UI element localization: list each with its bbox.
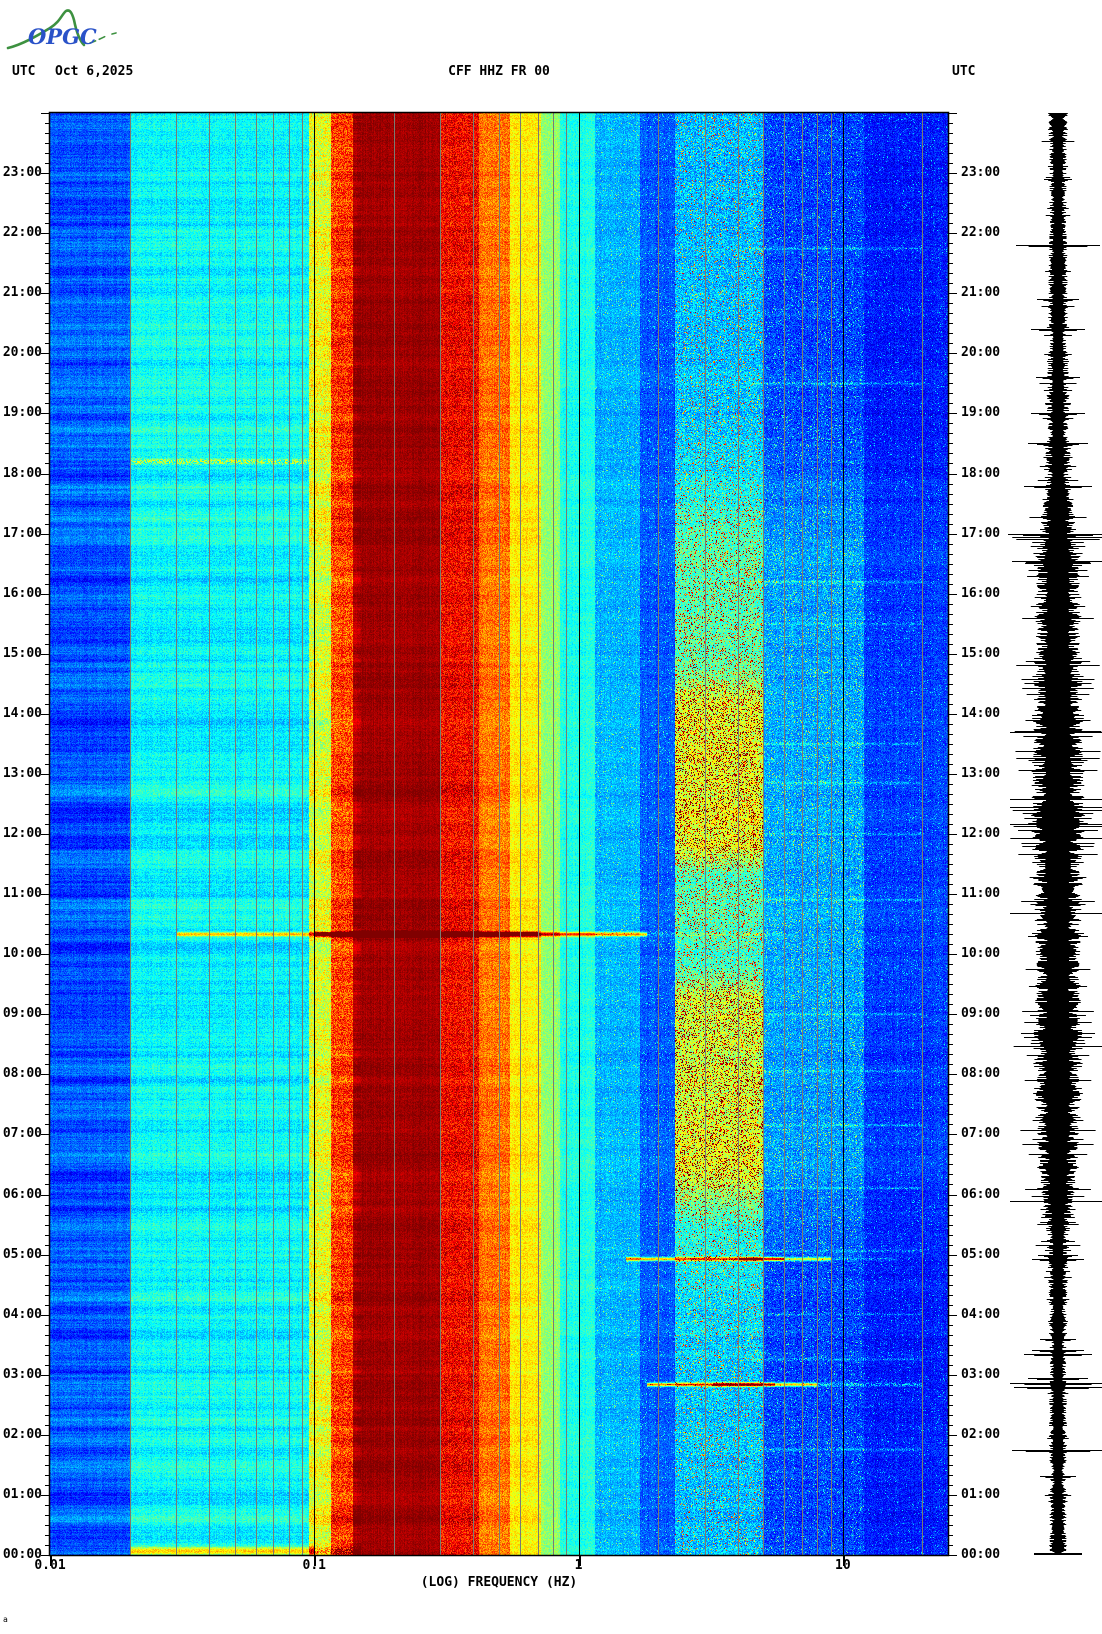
time-label-right-0700: 07:00	[961, 1126, 1001, 1142]
time-label-left-1400: 14:00	[2, 705, 42, 721]
time-label-right-0500: 05:00	[961, 1246, 1001, 1262]
time-label-right-1200: 12:00	[961, 826, 1001, 841]
time-label-left-1200: 12:00	[2, 826, 42, 841]
time-label-right-2000: 20:00	[961, 345, 1001, 361]
time-label-left-0000: 00:00	[2, 1547, 42, 1562]
time-label-left-0300: 03:00	[2, 1366, 42, 1382]
time-label-left-1000: 10:00	[2, 946, 42, 962]
time-label-right-0000: 00:00	[961, 1547, 1001, 1562]
time-label-left-0800: 08:00	[2, 1066, 42, 1082]
time-label-right-1100: 11:00	[961, 886, 1001, 902]
time-label-left-0900: 09:00	[2, 1006, 42, 1022]
time-label-left-0100: 01:00	[2, 1486, 42, 1502]
time-label-right-2100: 21:00	[961, 285, 1001, 301]
time-label-right-0400: 04:00	[961, 1306, 1001, 1322]
time-label-right-1900: 19:00	[961, 405, 1001, 421]
time-label-left-1300: 13:00	[2, 765, 42, 781]
time-label-right-0900: 09:00	[961, 1006, 1001, 1022]
time-label-left-0600: 06:00	[2, 1186, 42, 1202]
time-label-right-1800: 18:00	[961, 465, 1001, 481]
time-label-right-1300: 13:00	[961, 765, 1001, 781]
freq-tick-label-0.01: 0.01	[34, 1558, 66, 1573]
time-label-right-1000: 10:00	[961, 946, 1001, 962]
time-label-left-2000: 20:00	[2, 345, 42, 361]
time-label-left-0700: 07:00	[2, 1126, 42, 1142]
time-label-left-1100: 11:00	[2, 886, 42, 902]
time-label-left-1900: 19:00	[2, 405, 42, 421]
time-label-left-0400: 04:00	[2, 1306, 42, 1322]
time-label-left-2300: 23:00	[2, 165, 42, 181]
time-label-right-1500: 15:00	[961, 645, 1001, 661]
time-label-left-1800: 18:00	[2, 465, 42, 481]
time-label-right-1600: 16:00	[961, 585, 1001, 601]
time-label-left-2100: 21:00	[2, 285, 42, 301]
time-label-left-1700: 17:00	[2, 525, 42, 541]
time-label-right-0300: 03:00	[961, 1366, 1001, 1382]
freq-tick-label-1: 1	[574, 1558, 583, 1573]
time-label-right-1700: 17:00	[961, 525, 1001, 541]
time-label-right-1400: 14:00	[961, 705, 1001, 721]
time-label-right-0200: 02:00	[961, 1426, 1001, 1442]
time-label-right-0600: 06:00	[961, 1186, 1001, 1202]
time-label-left-0200: 02:00	[2, 1426, 42, 1442]
corner-mark: a	[3, 1615, 8, 1624]
time-label-left-1500: 15:00	[2, 645, 42, 661]
time-label-left-2200: 22:00	[2, 225, 42, 241]
time-label-right-2300: 23:00	[961, 165, 1001, 181]
x-axis-title: (LOG) FREQUENCY (HZ)	[420, 1575, 578, 1590]
freq-tick-label-10: 10	[835, 1558, 851, 1573]
freq-tick-label-0.1: 0.1	[302, 1558, 326, 1573]
time-label-right-2200: 22:00	[961, 225, 1001, 241]
time-label-right-0100: 01:00	[961, 1486, 1001, 1502]
time-label-right-0800: 08:00	[961, 1066, 1001, 1082]
time-label-left-0500: 05:00	[2, 1246, 42, 1262]
time-label-left-1600: 16:00	[2, 585, 42, 601]
